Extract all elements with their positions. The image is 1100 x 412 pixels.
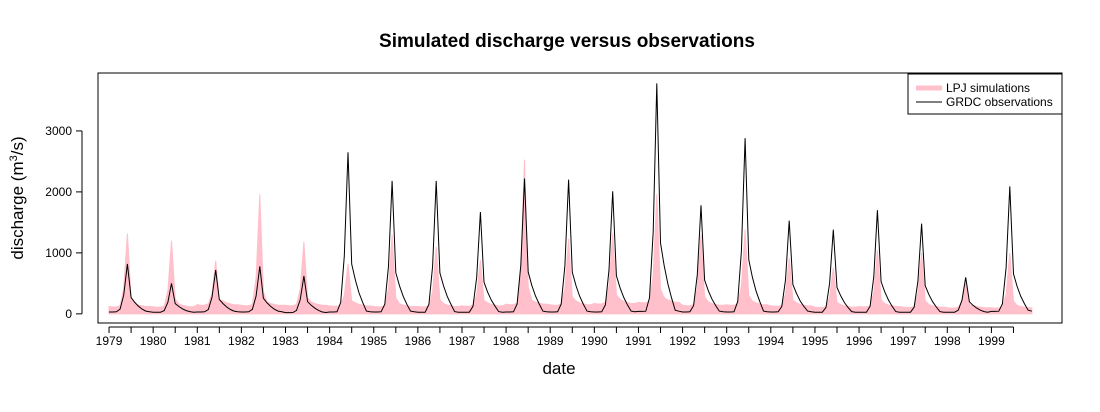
x-tick-label: 1992 — [669, 334, 696, 348]
chart-title: Simulated discharge versus observations — [379, 31, 755, 52]
x-tick-label: 1990 — [581, 334, 608, 348]
y-tick-label: 1000 — [45, 246, 72, 260]
x-tick-label: 1985 — [360, 334, 387, 348]
x-tick-label: 1989 — [537, 334, 564, 348]
x-axis-title: date — [542, 359, 575, 378]
x-tick-label: 1991 — [625, 334, 652, 348]
legend: LPJ simulations GRDC observations — [907, 73, 1063, 115]
plot-frame — [97, 72, 1063, 324]
simulations-area — [108, 159, 1033, 315]
y-axis-title-tail: /s) — [8, 136, 27, 155]
x-tick-label: 1987 — [449, 334, 476, 348]
x-tick-label: 1986 — [405, 334, 432, 348]
observations-line — [109, 83, 1033, 314]
x-tick-label: 1988 — [493, 334, 520, 348]
legend-label-simulations: LPJ simulations — [946, 81, 1030, 95]
x-tick-label: 1979 — [96, 334, 123, 348]
y-tick-label: 3000 — [45, 124, 72, 138]
y-tick-label: 0 — [65, 307, 72, 321]
simulations-area-layer — [108, 159, 1033, 315]
x-tick-label: 1998 — [934, 334, 961, 348]
x-tick-label: 1997 — [890, 334, 917, 348]
x-axis: 1979 1980 1981 1982 1983 1984 1985 1986 1987 1988… — [96, 326, 1014, 348]
legend-box — [907, 73, 1063, 115]
x-tick-label: 1993 — [713, 334, 740, 348]
observations-line-layer — [109, 83, 1033, 314]
y-axis-title-superscript: 3 — [8, 155, 20, 161]
y-axis-title: discharge (m3/s) — [8, 136, 27, 259]
x-tick-label: 1999 — [978, 334, 1005, 348]
x-tick-label: 1982 — [228, 334, 255, 348]
x-tick-label: 1996 — [846, 334, 873, 348]
y-tick-label: 2000 — [45, 185, 72, 199]
x-tick-label: 1995 — [802, 334, 829, 348]
x-tick-label: 1984 — [316, 334, 343, 348]
legend-label-observations: GRDC observations — [946, 95, 1053, 109]
x-tick-label: 1981 — [184, 334, 211, 348]
y-axis: 0 1000 2000 3000 — [45, 124, 83, 321]
x-tick-label: 1994 — [757, 334, 784, 348]
y-axis-title-main: discharge (m — [8, 161, 27, 259]
x-tick-label: 1983 — [272, 334, 299, 348]
x-tick-label: 1980 — [140, 334, 167, 348]
